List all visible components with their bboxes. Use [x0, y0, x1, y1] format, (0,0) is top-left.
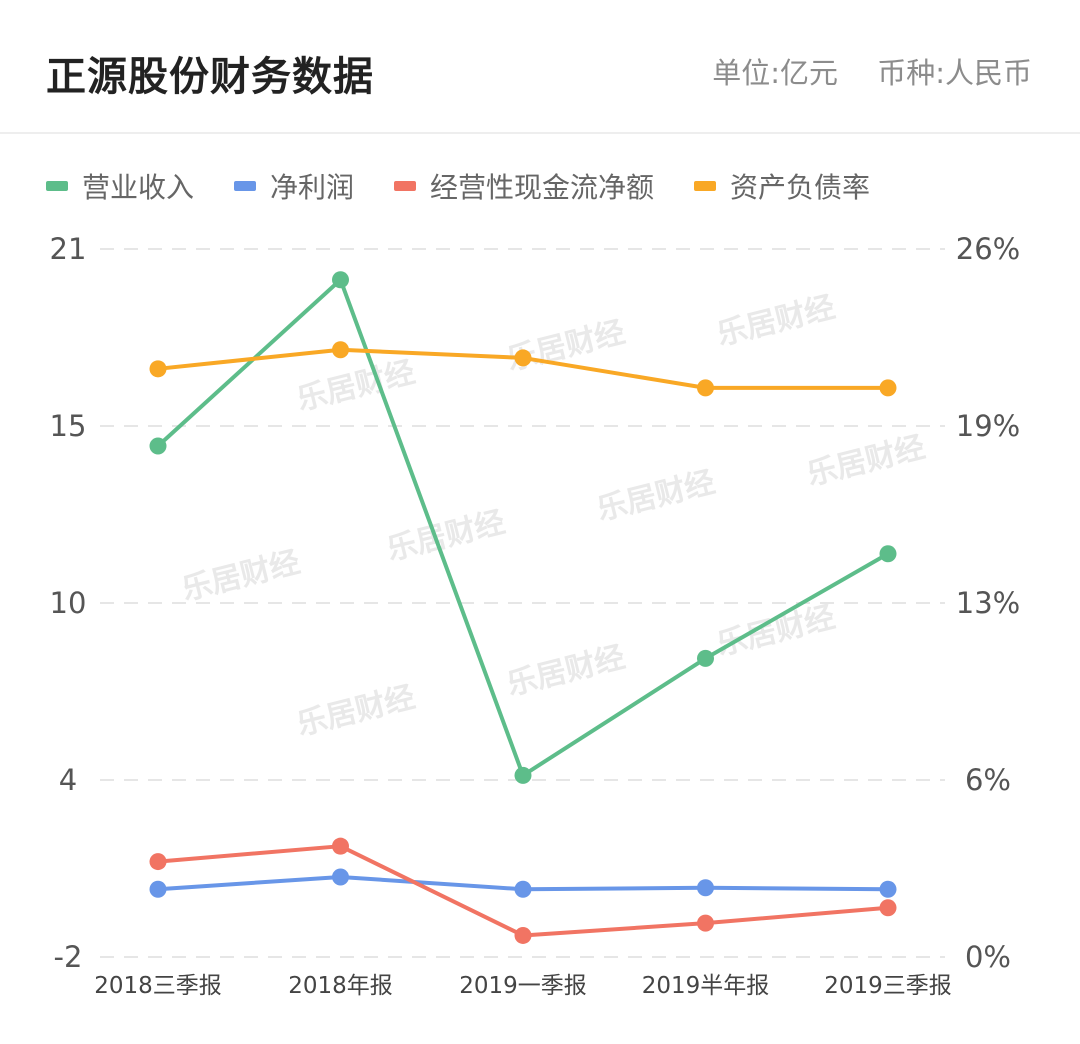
y-right-tick-label: 0% — [965, 940, 1011, 974]
data-point[interactable] — [514, 766, 532, 784]
data-point[interactable] — [332, 868, 349, 886]
data-point[interactable] — [514, 880, 532, 898]
data-point[interactable] — [332, 837, 349, 855]
y-left-tick-label: 15 — [50, 409, 87, 443]
data-point[interactable] — [149, 437, 167, 455]
data-point[interactable] — [149, 853, 167, 871]
data-point[interactable] — [514, 349, 532, 367]
legend-label: 资产负债率 — [730, 171, 871, 204]
watermark: 乐居财经 — [293, 355, 418, 418]
watermark: 乐居财经 — [293, 680, 418, 743]
legend-label: 营业收入 — [82, 171, 195, 204]
y-right-tick-label: 19% — [956, 409, 1020, 443]
legend-item-revenue[interactable]: 营业收入 — [46, 166, 194, 206]
legend-swatch — [46, 181, 68, 191]
unit-label: 单位:亿元 — [712, 56, 838, 90]
data-point[interactable] — [697, 879, 714, 897]
data-point[interactable] — [332, 341, 349, 359]
y-left-tick-label: 4 — [59, 763, 77, 797]
legend-item-debt-ratio[interactable]: 资产负债率 — [694, 166, 870, 206]
y-left-tick-label: 10 — [50, 586, 87, 620]
currency-label: 币种:人民币 — [877, 56, 1032, 90]
y-right-tick-label: 6% — [965, 763, 1011, 797]
data-point[interactable] — [697, 649, 714, 667]
x-tick-label: 2019三季报 — [824, 973, 952, 999]
x-tick-label: 2018年报 — [288, 973, 393, 999]
legend-swatch — [394, 181, 417, 191]
legend-swatch — [694, 181, 717, 191]
y-right-tick-label: 26% — [956, 232, 1020, 266]
legend-label: 经营性现金流净额 — [430, 171, 655, 204]
legend-item-net-profit[interactable]: 净利润 — [234, 166, 354, 206]
watermark: 乐居财经 — [383, 505, 508, 568]
watermark: 乐居财经 — [803, 430, 928, 493]
chart-title: 正源股份财务数据 — [46, 54, 374, 100]
legend-swatch — [234, 181, 257, 191]
data-point[interactable] — [697, 379, 714, 397]
legend-label: 净利润 — [270, 171, 355, 204]
watermark: 乐居财经 — [503, 640, 628, 703]
legend-item-operating-cashflow[interactable]: 经营性现金流净额 — [394, 166, 654, 206]
watermark: 乐居财经 — [713, 600, 838, 663]
y-left-tick-label: -2 — [54, 940, 83, 974]
data-point[interactable] — [879, 379, 897, 397]
y-left-tick-label: 21 — [50, 232, 87, 266]
data-point[interactable] — [697, 914, 714, 932]
data-point[interactable] — [332, 271, 349, 289]
watermark: 乐居财经 — [713, 290, 838, 353]
x-tick-label: 2019一季报 — [459, 973, 587, 999]
data-point[interactable] — [514, 926, 532, 944]
data-point[interactable] — [879, 899, 897, 917]
watermark: 乐居财经 — [178, 545, 303, 608]
data-point[interactable] — [149, 360, 167, 378]
data-point[interactable] — [879, 880, 897, 898]
chart-meta: 单位:亿元 币种:人民币 — [712, 50, 1032, 92]
x-tick-label: 2019半年报 — [642, 973, 770, 999]
watermark: 乐居财经 — [593, 465, 718, 528]
chart-header: 正源股份财务数据 单位:亿元 币种:人民币 — [0, 0, 1080, 134]
data-point[interactable] — [879, 545, 897, 563]
x-tick-label: 2018三季报 — [94, 973, 222, 999]
legend: 营业收入 净利润 经营性现金流净额 资产负债率 — [46, 166, 910, 206]
y-right-tick-label: 13% — [956, 586, 1020, 620]
watermark: 乐居财经 — [503, 315, 628, 378]
data-point[interactable] — [149, 880, 167, 898]
